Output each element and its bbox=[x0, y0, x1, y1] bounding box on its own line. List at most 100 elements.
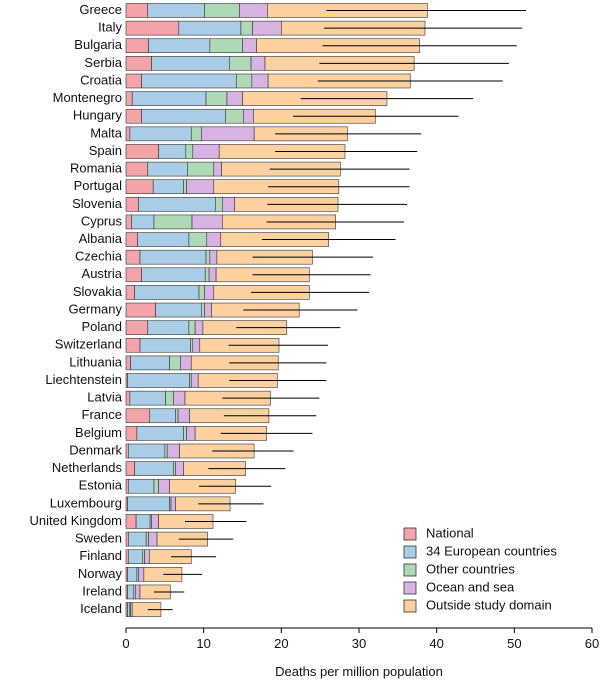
bar-finland-34-european-countries bbox=[128, 549, 143, 565]
category-label-france: France bbox=[82, 407, 122, 422]
bar-estonia-34-european-countries bbox=[128, 478, 155, 494]
bar-france-other-countries bbox=[175, 408, 179, 424]
bar-spain-ocean-and-sea bbox=[192, 144, 220, 159]
bar-switzerland-other-countries bbox=[190, 337, 194, 353]
category-label-austria: Austria bbox=[82, 266, 123, 281]
bar-bulgaria-ocean-and-sea bbox=[242, 38, 257, 54]
category-label-switzerland: Switzerland bbox=[55, 337, 122, 352]
bar-germany-ocean-and-sea bbox=[204, 302, 212, 318]
x-tick-label-40: 40 bbox=[429, 636, 443, 651]
category-label-romania: Romania bbox=[70, 161, 123, 176]
bar-ireland-34-european-countries bbox=[127, 584, 135, 600]
bar-bulgaria-other-countries bbox=[209, 38, 243, 54]
category-label-czechia: Czechia bbox=[75, 249, 123, 264]
bar-liechtenstein-ocean-and-sea bbox=[190, 373, 199, 388]
category-label-croatia: Croatia bbox=[80, 72, 123, 87]
x-tick-label-30: 30 bbox=[352, 636, 366, 651]
x-tick-label-20: 20 bbox=[274, 636, 288, 651]
bar-lithuania-ocean-and-sea bbox=[180, 355, 192, 371]
bar-romania-other-countries bbox=[187, 161, 215, 177]
bar-norway-34-european-countries bbox=[127, 567, 138, 582]
bar-poland-national bbox=[125, 320, 149, 335]
bar-greece-national bbox=[125, 3, 149, 18]
bar-greece-other-countries bbox=[204, 3, 240, 18]
legend-swatch-outside-study-domain bbox=[403, 599, 417, 613]
category-label-slovakia: Slovakia bbox=[73, 284, 123, 299]
bar-malta-other-countries bbox=[190, 126, 202, 142]
bar-bulgaria-34-european-countries bbox=[148, 38, 211, 54]
bar-montenegro-national bbox=[125, 91, 133, 106]
bar-czechia-national bbox=[125, 249, 141, 265]
bar-serbia-national bbox=[125, 56, 152, 71]
bar-denmark-other-countries bbox=[164, 443, 168, 459]
bar-netherlands-national bbox=[125, 461, 135, 476]
bar-united-kingdom-ocean-and-sea bbox=[151, 514, 159, 529]
bar-sweden-other-countries bbox=[145, 531, 149, 547]
bar-albania-national bbox=[125, 232, 138, 247]
bar-hungary-ocean-and-sea bbox=[242, 108, 254, 124]
bar-italy-34-european-countries bbox=[178, 20, 242, 36]
bar-austria-34-european-countries bbox=[141, 267, 206, 283]
bar-lithuania-national bbox=[125, 355, 131, 371]
bar-portugal-34-european-countries bbox=[152, 179, 184, 194]
bar-serbia-ocean-and-sea bbox=[250, 56, 266, 71]
bar-austria-ocean-and-sea bbox=[208, 267, 217, 283]
bar-malta-34-european-countries bbox=[129, 126, 192, 142]
bar-lithuania-34-european-countries bbox=[130, 355, 170, 371]
category-label-montenegro: Montenegro bbox=[53, 90, 122, 105]
bar-united-kingdom-34-european-countries bbox=[135, 514, 151, 529]
legend-swatch-national bbox=[403, 527, 417, 541]
category-label-malta: Malta bbox=[90, 125, 123, 140]
bar-serbia-34-european-countries bbox=[151, 56, 230, 71]
bar-sweden-national bbox=[125, 531, 129, 547]
category-label-liechtenstein: Liechtenstein bbox=[45, 372, 122, 387]
bar-belgium-ocean-and-sea bbox=[186, 426, 196, 441]
bar-italy-other-countries bbox=[240, 20, 253, 36]
category-label-serbia: Serbia bbox=[84, 55, 122, 70]
bar-latvia-national bbox=[125, 390, 131, 406]
bar-belgium-34-european-countries bbox=[136, 426, 184, 441]
bar-france-34-european-countries bbox=[149, 408, 177, 424]
bar-croatia-other-countries bbox=[235, 73, 253, 89]
legend-swatch-ocean-and-sea bbox=[403, 581, 417, 595]
bar-slovakia-national bbox=[125, 285, 135, 300]
bar-switzerland-ocean-and-sea bbox=[192, 337, 201, 353]
bar-hungary-national bbox=[125, 108, 142, 124]
bar-slovenia-national bbox=[125, 197, 139, 212]
bar-albania-ocean-and-sea bbox=[206, 232, 222, 247]
bar-romania-ocean-and-sea bbox=[213, 161, 222, 177]
bar-serbia-other-countries bbox=[228, 56, 252, 71]
category-label-poland: Poland bbox=[82, 319, 122, 334]
bar-spain-other-countries bbox=[185, 144, 194, 159]
bar-denmark-national bbox=[125, 443, 129, 459]
category-label-finland: Finland bbox=[79, 548, 122, 563]
bar-netherlands-other-countries bbox=[173, 461, 177, 476]
bar-united-kingdom-national bbox=[125, 514, 137, 529]
bar-spain-national bbox=[125, 144, 159, 159]
bar-finland-national bbox=[125, 549, 129, 565]
bar-malta-ocean-and-sea bbox=[201, 126, 255, 142]
bar-austria-national bbox=[125, 267, 142, 283]
bar-slovenia-other-countries bbox=[215, 197, 223, 212]
category-label-luxembourg: Luxembourg bbox=[50, 495, 122, 510]
category-label-italy: Italy bbox=[98, 20, 122, 35]
legend-label-outside-study-domain: Outside study domain bbox=[426, 597, 552, 612]
legend-label-national: National bbox=[426, 525, 474, 540]
bar-croatia-34-european-countries bbox=[141, 73, 237, 89]
bar-slovakia-34-european-countries bbox=[134, 285, 200, 300]
bar-estonia-ocean-and-sea bbox=[158, 478, 170, 494]
legend-label-ocean-and-sea: Ocean and sea bbox=[426, 579, 515, 594]
bar-portugal-other-countries bbox=[183, 179, 187, 194]
bar-czechia-34-european-countries bbox=[139, 249, 207, 265]
category-label-norway: Norway bbox=[78, 566, 123, 581]
bar-portugal-ocean-and-sea bbox=[186, 179, 215, 194]
bar-poland-ocean-and-sea bbox=[194, 320, 204, 335]
bar-croatia-ocean-and-sea bbox=[251, 73, 269, 89]
category-label-slovenia: Slovenia bbox=[72, 196, 123, 211]
bar-france-ocean-and-sea bbox=[177, 408, 190, 424]
x-tick-label-60: 60 bbox=[585, 636, 599, 651]
bar-denmark-ocean-and-sea bbox=[166, 443, 180, 459]
bar-latvia-ocean-and-sea bbox=[173, 390, 186, 406]
category-label-united-kingdom: United Kingdom bbox=[30, 513, 123, 528]
bar-czechia-ocean-and-sea bbox=[209, 249, 218, 265]
